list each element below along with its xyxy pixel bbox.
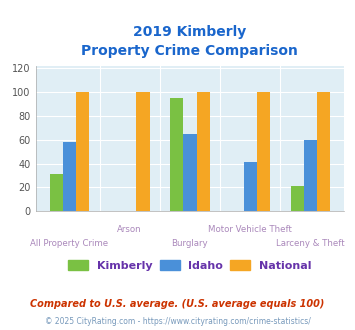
Bar [257, 92, 270, 211]
Text: Compared to U.S. average. (U.S. average equals 100): Compared to U.S. average. (U.S. average … [30, 299, 325, 309]
Bar [136, 92, 149, 211]
Bar [50, 174, 63, 211]
Text: Burglary: Burglary [171, 239, 208, 248]
Bar [317, 92, 330, 211]
Bar [197, 92, 210, 211]
Text: © 2025 CityRating.com - https://www.cityrating.com/crime-statistics/: © 2025 CityRating.com - https://www.city… [45, 317, 310, 326]
Bar [170, 98, 183, 211]
Title: 2019 Kimberly
Property Crime Comparison: 2019 Kimberly Property Crime Comparison [82, 25, 298, 58]
Text: Arson: Arson [118, 225, 142, 234]
Bar [244, 162, 257, 211]
Bar [304, 140, 317, 211]
Text: Motor Vehicle Theft: Motor Vehicle Theft [208, 225, 292, 234]
Bar [183, 134, 197, 211]
Bar [290, 186, 304, 211]
Legend: Kimberly, Idaho, National: Kimberly, Idaho, National [64, 256, 316, 275]
Bar [63, 142, 76, 211]
Bar [76, 92, 89, 211]
Text: All Property Crime: All Property Crime [31, 239, 109, 248]
Text: Larceny & Theft: Larceny & Theft [276, 239, 345, 248]
